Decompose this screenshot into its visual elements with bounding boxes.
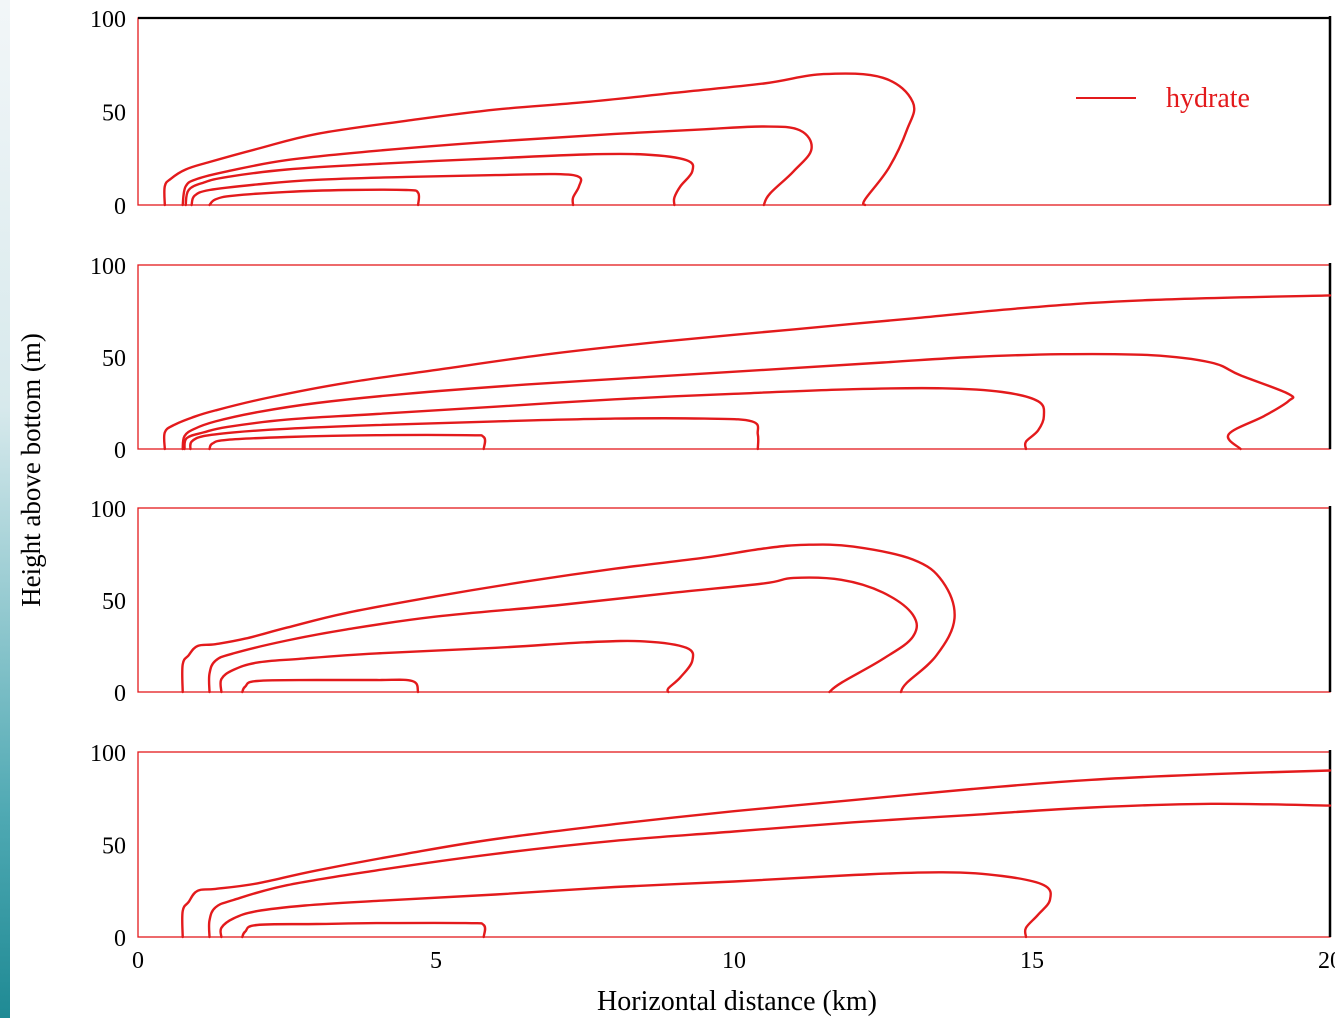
contour-line — [207, 576, 919, 694]
panel-frame — [137, 264, 1331, 450]
y-tick-label: 100 — [90, 741, 126, 767]
x-tick-label: 5 — [430, 948, 442, 974]
contour-line — [184, 152, 695, 207]
contour-line — [208, 188, 421, 207]
contour-line — [181, 352, 1295, 451]
contour-line — [162, 294, 1332, 451]
contour-line — [219, 639, 695, 694]
contour-line — [208, 433, 487, 451]
contour-line — [219, 871, 1052, 939]
y-tick-label: 0 — [114, 926, 126, 952]
panel-4: 0 50 100 0 5 10 15 20 — [90, 741, 1335, 974]
panels-layer: 0 50 100 hydrate 0 50 100 0 50 100 0 50 100 0 5 10 15 20 — [90, 7, 1335, 974]
contour-line — [207, 802, 1332, 939]
contour-line — [241, 678, 420, 694]
y-tick-label: 100 — [90, 497, 126, 523]
contour-line — [181, 769, 1332, 939]
y-tick-label: 0 — [114, 194, 126, 220]
contour-line — [181, 543, 956, 694]
panel-1: 0 50 100 hydrate — [90, 7, 1332, 220]
y-tick-label: 0 — [114, 438, 126, 464]
y-axis-label: Height above bottom (m) — [16, 333, 46, 607]
contour-line — [189, 417, 760, 451]
x-axis-label: Horizontal distance (km) — [597, 986, 877, 1017]
y-tick-label: 0 — [114, 681, 126, 707]
left-edge-strip — [0, 0, 10, 1018]
contour-line — [241, 921, 487, 939]
y-tick-label: 50 — [102, 346, 126, 372]
y-tick-label: 50 — [102, 834, 126, 860]
panel-frame — [137, 751, 1331, 938]
x-tick-label: 10 — [722, 948, 746, 974]
y-tick-label: 50 — [102, 101, 126, 127]
contour-line — [181, 125, 813, 207]
legend-label: hydrate — [1166, 83, 1250, 114]
y-tick-label: 100 — [90, 7, 126, 33]
contour-line — [163, 72, 916, 207]
y-tick-label: 50 — [102, 589, 126, 615]
panel-frame — [137, 17, 1331, 206]
contour-line — [183, 386, 1046, 451]
x-tick-label: 20 — [1318, 948, 1335, 974]
y-tick-label: 100 — [90, 254, 126, 280]
panel-frame — [137, 507, 1331, 693]
panel-3: 0 50 100 — [90, 497, 1332, 707]
contour-line — [190, 172, 583, 207]
x-tick-label: 0 — [132, 948, 144, 974]
panel-2: 0 50 100 — [90, 254, 1332, 464]
x-tick-label: 15 — [1020, 948, 1044, 974]
